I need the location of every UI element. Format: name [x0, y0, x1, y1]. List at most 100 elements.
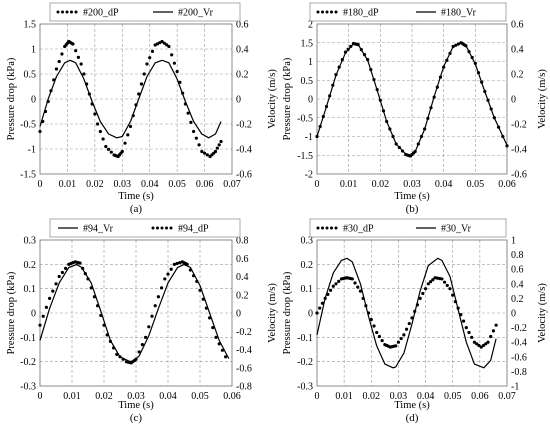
data-point [93, 112, 97, 116]
data-point [139, 82, 144, 86]
y-axis-label-left: Pressure drop (kPa) [282, 271, 293, 354]
y-axis-label-right: Velocity (m/s) [537, 283, 548, 343]
y-tick-label-right: -0.2 [236, 120, 252, 131]
data-point [147, 325, 151, 329]
data-point [137, 350, 141, 354]
data-point [404, 327, 409, 331]
legend: #200_dP #200_Vr [49, 2, 241, 22]
legend-box [309, 218, 507, 238]
data-point [477, 343, 481, 348]
x-tick-label: 0.07 [223, 179, 241, 190]
legend-swatch-dotted [169, 226, 173, 230]
data-point [484, 342, 488, 346]
y-tick-label-left: -0.1 [20, 333, 36, 344]
y-axis-label-left: Pressure drop (kPa) [6, 57, 17, 140]
y-tick-label-right: 0.4 [511, 45, 524, 56]
data-point [421, 291, 425, 296]
y-tick-label-left: -0.3 [20, 382, 36, 393]
panel-label: (d) [406, 412, 419, 424]
y-tick-label-left: -2 [305, 170, 313, 181]
x-tick-label: 0.01 [63, 391, 81, 402]
legend-entry: #200_Vr [178, 8, 214, 19]
y-axis-label-right: Velocity (m/s) [267, 69, 278, 129]
legend-swatch-dotted [61, 10, 64, 14]
y-tick-label-right: 1 [511, 236, 516, 247]
data-point [358, 289, 363, 293]
legend-swatch-dotted [334, 10, 338, 14]
data-point [213, 149, 218, 154]
panel-label: (c) [130, 412, 143, 424]
y-tick-label-right: 0.2 [511, 294, 524, 305]
data-point [156, 295, 160, 299]
legend-swatch-dotted [321, 226, 324, 230]
data-point [494, 323, 498, 327]
chart-panel-3: 0 0.01 0.02 0.03 0.04 0.05 0.06 -0.3 -0.2 -0.1 0 0.… [6, 218, 278, 424]
series-30_dP-dots [315, 276, 498, 349]
y-tick-label-right: -0.8 [236, 382, 252, 393]
data-point [211, 326, 215, 330]
data-point [353, 281, 357, 285]
data-point [71, 42, 75, 46]
data-point [57, 274, 61, 279]
data-point [89, 286, 93, 290]
data-point [208, 316, 212, 320]
data-point [160, 39, 164, 44]
data-point [505, 144, 509, 148]
y-tick-label-right: 0.6 [511, 20, 524, 31]
y-tick-label-right: -0.4 [236, 345, 252, 356]
y-tick-label-right: -0.2 [236, 327, 252, 338]
data-point [41, 314, 45, 318]
data-point [205, 153, 209, 157]
data-point [331, 284, 335, 288]
x-tick-label: 0.02 [372, 179, 390, 190]
y-tick-label-right: -0.6 [236, 363, 252, 374]
x-tick-label: 0.03 [403, 179, 421, 190]
y-axis-label-right: Velocity (m/s) [537, 69, 548, 129]
x-tick-label: 0.02 [95, 391, 113, 402]
data-point [423, 287, 428, 291]
data-point [200, 149, 204, 154]
data-point [442, 280, 447, 284]
x-tick-label: 0.05 [168, 179, 186, 190]
x-axis-label: Time (s) [394, 191, 430, 202]
x-tick-label: 0.05 [191, 391, 209, 402]
data-point [318, 306, 322, 310]
data-point [169, 267, 173, 271]
y-tick-label-left: -0.3 [297, 382, 313, 393]
data-point [188, 268, 192, 272]
y-tick-label-left: 1.5 [301, 38, 314, 49]
data-point [48, 296, 52, 300]
data-point [170, 53, 174, 57]
data-point [217, 143, 221, 147]
y-tick-label-left: 0 [31, 95, 36, 106]
data-point [195, 279, 199, 283]
legend: #30_dP #30_Vr [309, 218, 507, 238]
series-200_Vr-line [39, 59, 222, 139]
y-tick-label-left: 0 [308, 309, 313, 320]
y-tick-label-left: -1.5 [297, 151, 313, 162]
x-tick-label: 0.04 [159, 391, 177, 402]
y-tick-label-right: 0 [511, 95, 516, 106]
data-point [57, 59, 61, 64]
data-point [96, 122, 100, 126]
y-tick-label-right: -0.4 [511, 145, 527, 156]
legend-swatch-dotted [334, 226, 338, 230]
data-point [189, 120, 193, 124]
data-point [418, 296, 422, 300]
y-tick-label-right: 0.2 [511, 70, 524, 81]
data-point [118, 355, 122, 359]
data-point [150, 49, 155, 53]
x-tick-label: 0.01 [340, 179, 358, 190]
data-point [399, 336, 403, 341]
x-tick-label: 0.04 [417, 391, 435, 402]
data-point [142, 72, 146, 76]
y-tick-label-left: 0.5 [24, 70, 37, 81]
y-tick-label-left: -0.5 [297, 113, 313, 124]
data-point [369, 317, 373, 322]
y-tick-label-right: 0 [236, 309, 241, 320]
x-tick-label: 0.01 [335, 391, 353, 402]
data-point [426, 282, 430, 286]
data-point [202, 151, 207, 155]
legend-swatch-dotted [325, 226, 329, 230]
